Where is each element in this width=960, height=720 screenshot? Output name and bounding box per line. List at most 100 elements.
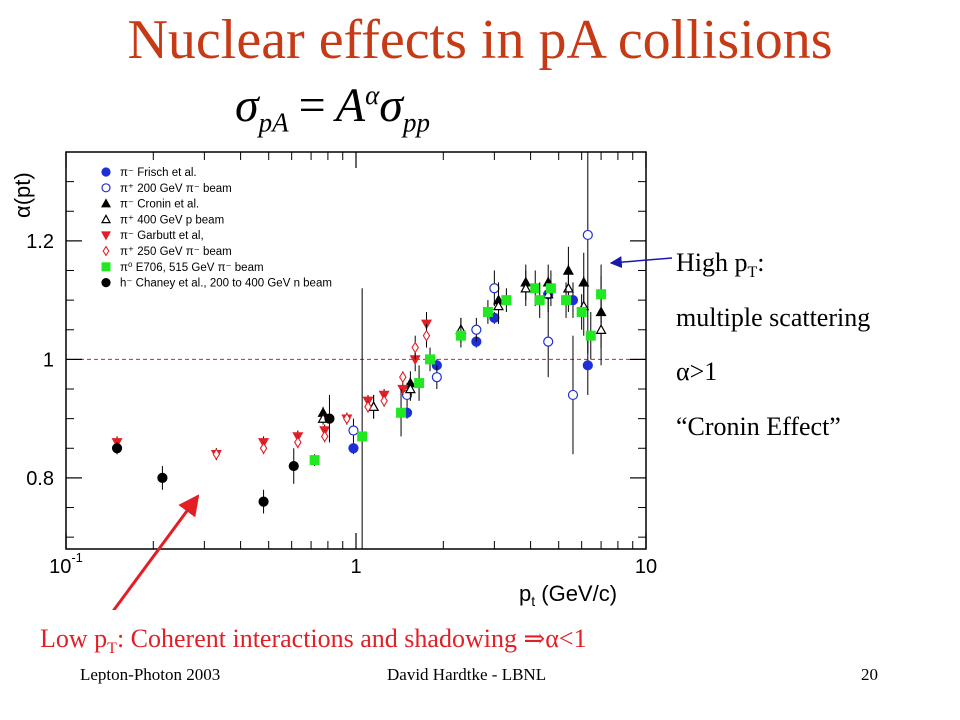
data-point — [364, 400, 372, 413]
annotation-high-pt-colon: : — [757, 248, 765, 277]
data-point — [343, 412, 351, 425]
data-point — [596, 289, 607, 300]
data-point — [397, 384, 409, 395]
legend-label: π⁺ 400 GeV p beam — [120, 214, 224, 226]
legend-label: π⁺ 200 GeV π⁻ beam — [120, 183, 232, 195]
annotation-low-pt: Low pT: Coherent interactions and shadow… — [40, 624, 587, 658]
annotation-high-pt-main: High p — [676, 248, 748, 277]
x-tick-label: 10-1 — [49, 550, 83, 578]
x-tick-label-exp: -1 — [71, 550, 83, 565]
data-point — [582, 229, 593, 241]
legend-label: π⁻ Frisch et al. — [120, 167, 197, 179]
data-point — [431, 372, 442, 383]
legend-marker — [100, 214, 112, 224]
annotation-multiple-scattering: multiple scattering — [676, 303, 871, 332]
data-point — [576, 306, 587, 317]
data-point — [422, 329, 431, 342]
data-point — [259, 442, 268, 455]
data-point — [561, 295, 572, 306]
footer-page-number: 20 — [861, 665, 878, 684]
data-point — [212, 448, 221, 461]
legend-label: π⁺ 250 GeV π⁻ beam — [120, 246, 232, 258]
alpha-vs-pt-chart: 10-1 1 100.811.2 π⁻ Frisch et al.π⁺ 200 Ge… — [10, 151, 673, 610]
annotation-low-pt-sub: T — [107, 640, 117, 658]
legend: π⁻ Frisch et al. π⁺ 200 GeV π⁻ beam π⁻ Cro… — [100, 167, 332, 290]
annotation-low-pt-result: α<1 — [545, 624, 587, 653]
plot-frame — [65, 151, 647, 550]
data-point — [595, 324, 607, 334]
x-axis-label-sub: t — [531, 593, 535, 609]
data-point — [320, 430, 329, 443]
data-point — [348, 443, 359, 454]
data-point — [482, 306, 493, 317]
data-point — [258, 496, 269, 507]
data-point — [543, 336, 554, 347]
data-point — [489, 283, 500, 294]
data-point — [288, 460, 299, 472]
data-point — [567, 389, 579, 401]
data-point — [534, 295, 545, 306]
equation-sigma-lhs: σ — [235, 79, 259, 132]
x-tick-label-base: 10 — [635, 556, 657, 578]
equation: σpA = Aασpp — [235, 78, 430, 139]
equation-lhs-subscript: pA — [258, 107, 289, 138]
data-point — [404, 383, 416, 394]
annotation-high-pt-line1: High pT: — [676, 248, 765, 282]
equation-base: A — [335, 79, 366, 132]
data-point — [501, 295, 512, 306]
legend-marker — [100, 198, 112, 208]
x-axis-label-tail: (GeV/c) — [535, 581, 617, 606]
slide-title: Nuclear effects in pA collisions — [127, 9, 833, 71]
legend-label: π⁻ Cronin et al. — [120, 199, 199, 211]
equation-equals: = — [298, 79, 326, 132]
low-pt-arrow — [111, 494, 200, 610]
y-tick-label: 0.8 — [26, 468, 54, 490]
annotation-cronin-effect: “Cronin Effect” — [676, 412, 841, 441]
data-point — [471, 324, 482, 335]
data-point — [294, 436, 302, 449]
data-point — [414, 378, 425, 389]
data-point — [357, 431, 368, 442]
data-points — [111, 152, 607, 549]
legend-label: π⁰ E706, 515 GeV π⁻ beam — [120, 262, 264, 274]
data-point — [324, 413, 335, 424]
legend-marker — [101, 278, 111, 288]
equation-rhs-subscript: pp — [402, 107, 430, 138]
data-point — [545, 283, 556, 294]
data-point — [530, 283, 541, 294]
data-point — [157, 472, 168, 483]
plot-border — [65, 151, 647, 550]
y-tick-label: 1 — [43, 349, 54, 371]
legend-marker — [101, 262, 111, 272]
data-point — [411, 341, 419, 354]
equation-sigma-rhs: σ — [379, 79, 403, 132]
high-pt-arrow — [609, 256, 673, 269]
legend-label: π⁻ Garbutt et al, — [120, 230, 204, 242]
data-point — [520, 282, 532, 293]
annotation-low-pt-text: : Coherent interactions and shadowing — [116, 624, 524, 653]
equation-exponent: α — [365, 80, 380, 110]
legend-marker — [101, 167, 111, 177]
x-tick-label-base: 1 — [350, 556, 361, 578]
footer-conference: Lepton-Photon 2003 — [80, 665, 221, 684]
x-axis-label: pt (GeV/c) — [519, 581, 617, 609]
legend-marker — [100, 231, 112, 241]
data-point — [380, 394, 388, 407]
data-point — [396, 407, 407, 418]
data-point — [582, 360, 593, 371]
x-tick-label-base: 10 — [49, 556, 71, 578]
y-axis-label: α(pt) — [10, 172, 35, 218]
annotation-high-pt-sub: T — [747, 264, 758, 282]
data-point — [455, 330, 466, 341]
data-point — [348, 425, 359, 436]
data-point — [398, 371, 407, 384]
implies-symbol: ⇒ — [523, 624, 546, 653]
data-point — [562, 282, 574, 293]
legend-marker — [102, 245, 110, 257]
data-point — [309, 455, 320, 466]
x-tick-label: 1 — [350, 556, 361, 578]
data-point — [585, 330, 596, 341]
footer-author: David Hardtke - LBNL — [387, 665, 547, 684]
annotation-alpha-gt-1: α>1 — [676, 357, 718, 386]
